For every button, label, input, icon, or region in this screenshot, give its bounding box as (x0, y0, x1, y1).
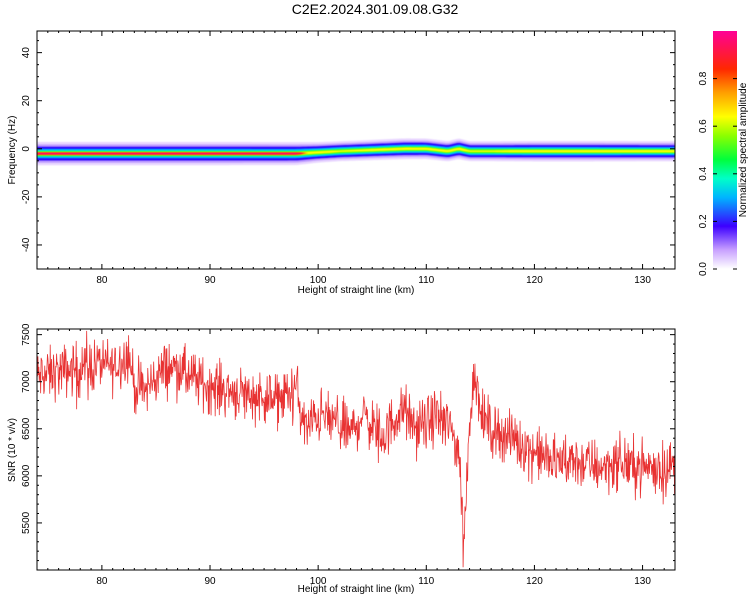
spectrogram-y-label: Frequency (Hz) (7, 116, 18, 185)
colorbar-tick-label: 0.8 (698, 71, 709, 85)
snr-panel: 80 90 100 110 120 130 5500 6000 6500 7000 7500 He… (7, 323, 676, 595)
snr-series-line (37, 330, 675, 568)
y-tick-label: 40 (21, 47, 32, 59)
ridge-core-band (37, 148, 675, 155)
y-tick-label: 6500 (21, 417, 32, 440)
y-tick-label: 5500 (21, 511, 32, 534)
colorbar-tick-label: 0.6 (698, 119, 709, 133)
x-tick-label: 120 (526, 275, 543, 286)
y-tick-label: 20 (21, 95, 32, 107)
y-tick-label: -20 (21, 189, 32, 204)
snr-x-ticks: 80 90 100 110 120 130 (47, 329, 676, 587)
x-tick-label: 130 (634, 275, 651, 286)
colorbar-tick-label: 0.4 (698, 166, 709, 180)
x-tick-label: 80 (96, 275, 108, 286)
colorbar-scale (713, 31, 737, 269)
x-tick-label: 90 (204, 275, 216, 286)
x-tick-label: 100 (310, 275, 327, 286)
y-tick-label: 0 (21, 146, 32, 152)
spectrogram-x-label: Height of straight line (km) (298, 285, 415, 296)
y-tick-label: 6000 (21, 464, 32, 487)
spectrogram-panel: 80 90 100 110 120 130 -40 -20 0 20 40 Height of s… (7, 30, 676, 296)
colorbar-ticks: 0.0 0.2 0.4 0.6 0.8 (698, 71, 737, 276)
x-tick-label: 100 (310, 576, 327, 587)
spectrogram-y-ticks: -40 -20 0 20 40 (21, 40, 675, 258)
y-tick-label: 7000 (21, 370, 32, 393)
x-tick-label: 110 (418, 576, 434, 587)
y-tick-label: -40 (21, 237, 32, 252)
page-title: C2E2.2024.301.09.08.G32 (292, 1, 459, 17)
snr-y-label: SNR (10 * v/v) (7, 418, 18, 482)
snr-x-label: Height of straight line (km) (298, 584, 415, 595)
x-tick-label: 90 (204, 576, 216, 587)
colorbar-tick-label: 0.2 (698, 214, 709, 228)
spectrogram-body (37, 138, 675, 166)
snr-frame (36, 328, 676, 571)
colorbar-tick-label: 0.0 (698, 262, 709, 276)
x-tick-label: 130 (634, 576, 651, 587)
spectrogram-frame (36, 30, 676, 270)
x-tick-label: 120 (526, 576, 543, 587)
x-tick-label: 80 (96, 576, 108, 587)
x-tick-label: 110 (418, 275, 434, 286)
colorbar-label: Normalized spectral amplitude (738, 82, 749, 217)
y-tick-label: 7500 (21, 323, 32, 346)
colorbar: 0.0 0.2 0.4 0.6 0.8 Normalized spectral ampl… (698, 31, 749, 276)
snr-y-ticks: 5500 6000 6500 7000 7500 (21, 323, 675, 562)
spectrogram-x-ticks: 80 90 100 110 120 130 (47, 31, 676, 286)
